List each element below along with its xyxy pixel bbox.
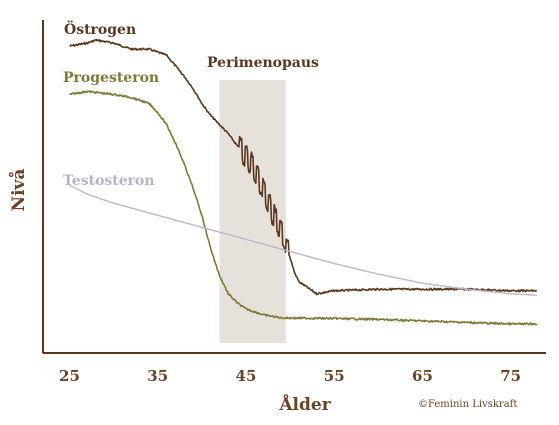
x-tick-labels: 25 35 45 55 65 75 (59, 367, 521, 385)
series-layer (69, 38, 538, 326)
x-tick-label: 45 (236, 367, 257, 385)
series-label-progesteron: Progesteron (63, 70, 159, 86)
x-tick-label: 55 (324, 367, 345, 385)
series-line-progesteron (69, 90, 538, 326)
x-axis-title: Ålder (278, 393, 331, 415)
y-axis-title: Nivå (8, 169, 29, 212)
x-tick-label: 25 (59, 367, 80, 385)
series-label-testosteron: Testosteron (63, 173, 155, 189)
band-label: Perimenopaus (207, 55, 319, 71)
series-line-testosteron (69, 184, 537, 296)
credit-text: ©Feminin Livskraft (418, 399, 517, 410)
x-tick-label: 65 (412, 367, 433, 385)
x-tick-label: 35 (147, 367, 168, 385)
series-label-ostrogen: Östrogen (64, 19, 136, 38)
x-tick-label: 75 (500, 367, 521, 385)
